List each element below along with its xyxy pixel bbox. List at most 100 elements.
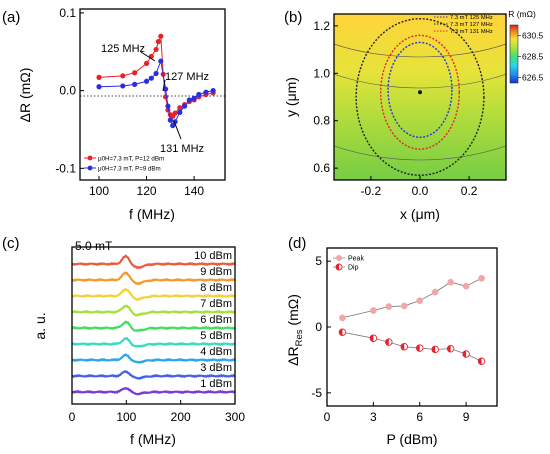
heatmap-contour-2 xyxy=(334,73,506,89)
panel-d-ytick-label: -5 xyxy=(311,386,322,400)
panel-d-chart: 0 3 6 9-505 Peak Dip P (dBm) ΔRRes (mΩ) xyxy=(285,247,498,447)
panel-a-chart: 100 120 140 -0.1 0.0 0.1 125 MHz 127 MHz 131 … xyxy=(17,6,226,222)
panel-d-xtick-label: 9 xyxy=(463,410,470,424)
annot-127-arrow xyxy=(162,79,166,92)
panel-c-field-label: 5.0 mT xyxy=(75,239,113,253)
panel-a-xtick-label: 100 xyxy=(89,184,109,198)
panel-c-ylabel: a. u. xyxy=(32,312,48,339)
panel-a-frame xyxy=(79,8,226,181)
panel-b-xtick-label: 0.0 xyxy=(412,184,429,198)
panel-d-peak-line xyxy=(342,277,482,319)
panel-b-xtick-label: -0.2 xyxy=(361,184,382,198)
panel-d-peak-point xyxy=(431,288,439,296)
panel-c-trace-9dbm xyxy=(72,271,235,286)
legend-a-blue-label: μ0H=7.3 mT, P=9 dBm xyxy=(98,166,161,173)
panel-c-trace-6dbm xyxy=(72,320,235,332)
panel-d-dip-point-fill xyxy=(339,328,343,336)
panel-d-xlabel: P (dBm) xyxy=(386,431,437,447)
panel-b-xtick-label: 0.2 xyxy=(461,184,478,198)
legend-d-peak-label: Peak xyxy=(348,256,364,263)
panel-a-data-point xyxy=(210,88,216,94)
panel-b-ylabel: y (μm) xyxy=(283,77,299,117)
panel-d-xtick-label: 3 xyxy=(370,410,377,424)
panel-c-trace-8dbm xyxy=(72,288,235,301)
panel-label-d: (d) xyxy=(288,235,306,252)
probe-position-marker xyxy=(418,90,422,95)
panel-d-dip-point-fill xyxy=(385,338,389,346)
panel-d-ylabel: ΔRRes (mΩ) xyxy=(285,294,305,366)
panel-c-trace-label: 3 dBm xyxy=(200,362,232,374)
contour-125mhz xyxy=(387,41,453,139)
panel-c-xtick-label: 300 xyxy=(225,410,245,424)
panel-d-peak-point xyxy=(385,303,393,310)
panel-b-ytick-label: 0.8 xyxy=(313,114,330,128)
panel-a-xtick-label: 120 xyxy=(137,184,157,198)
panel-a-xtick-label: 140 xyxy=(184,184,204,198)
panel-a-ylabel: ΔR (mΩ) xyxy=(17,68,33,123)
panel-a-data-point xyxy=(203,89,209,95)
panel-label-b: (b) xyxy=(284,9,302,26)
panel-a-data-point xyxy=(172,119,178,125)
panel-a-xlabel: f (MHz) xyxy=(129,206,175,222)
legend-a-red-marker xyxy=(87,155,93,161)
legend-a-red-label: μ0H=7.3 mT, P=12 dBm xyxy=(98,156,164,163)
panel-a-data-point xyxy=(96,74,102,80)
colorbar-tick-label: 626.5 xyxy=(522,73,544,83)
panel-d-peak-point xyxy=(339,314,346,322)
panel-c-xtick-label: 200 xyxy=(171,410,191,424)
panel-d-dip-point-fill xyxy=(478,357,482,365)
panel-c-trace-label: 6 dBm xyxy=(200,314,232,326)
panel-c-xlabel: f (MHz) xyxy=(130,431,176,447)
panel-a-data-point xyxy=(120,73,126,79)
panel-c-trace-7dbm xyxy=(72,304,235,317)
panel-a-data-point xyxy=(132,70,138,76)
panel-c-xtick-label: 0 xyxy=(69,410,76,424)
annot-131mhz: 131 MHz xyxy=(160,143,204,155)
panel-c-trace-3dbm xyxy=(72,370,235,380)
panel-c-trace-4dbm xyxy=(72,353,235,364)
panel-a-data-point xyxy=(120,83,126,89)
panel-b-ytick-label: 1.2 xyxy=(313,19,330,33)
panel-a-data-point xyxy=(196,91,202,98)
panel-a-data-point xyxy=(153,70,159,77)
panel-d-dip-point-fill xyxy=(416,344,420,352)
panel-b-xlabel: x (μm) xyxy=(400,206,440,222)
panel-c-trace-5dbm xyxy=(72,337,235,348)
panel-a-data-point xyxy=(158,58,164,64)
panel-d-dip-point-fill xyxy=(370,334,374,342)
panel-d-frame xyxy=(326,247,498,407)
heatmap-contour-3 xyxy=(334,145,506,161)
panel-a-ytick-label: 0.1 xyxy=(59,6,76,20)
panel-a-data-point xyxy=(143,78,150,84)
panel-c-trace-label: 10 dBm xyxy=(194,250,232,262)
panel-d-ylabel-unit: (mΩ) xyxy=(285,294,301,329)
panel-d-dip-point-fill xyxy=(431,346,436,353)
panel-a-data-point xyxy=(153,46,159,53)
colorbar-tick-label: 630.5 xyxy=(522,31,544,41)
panel-d-xtick-label: 6 xyxy=(416,410,423,424)
colorbar xyxy=(509,24,519,84)
panel-b-ytick-label: 0.6 xyxy=(313,161,330,175)
panel-d-ytick-label: 0 xyxy=(315,320,322,334)
panel-c-trace-label: 8 dBm xyxy=(200,282,232,294)
panel-a-data-point xyxy=(191,95,197,101)
panel-d-peak-point xyxy=(447,278,454,286)
panel-c-xtick-label: 100 xyxy=(116,410,136,424)
panel-c-trace-label: 4 dBm xyxy=(200,346,232,358)
panel-a-data-point xyxy=(148,75,154,81)
panel-b-chart: -0.2 0.0 0.2 0.6 0.8 1.0 1.2 7.3 mT 125 MHz 7.… xyxy=(283,9,544,222)
panel-a-data-point xyxy=(186,97,192,103)
annot-125-arrow xyxy=(140,51,156,62)
colorbar-tick-label: 628.5 xyxy=(522,52,544,62)
panel-c-frame xyxy=(71,246,236,405)
panel-d-peak-point xyxy=(478,274,485,282)
panel-label-c: (c) xyxy=(2,235,20,252)
panel-d-dip-point-fill xyxy=(447,345,451,353)
legend-b-131-label: 7.3 mT 131 MHz xyxy=(450,29,493,35)
panel-d-dip-line xyxy=(342,331,482,362)
panel-a-data-point xyxy=(170,122,176,129)
panel-a-data-point xyxy=(172,110,178,116)
legend-b-125-label: 7.3 mT 125 MHz xyxy=(450,15,493,21)
annot-127mhz: 127 MHz xyxy=(165,71,209,83)
